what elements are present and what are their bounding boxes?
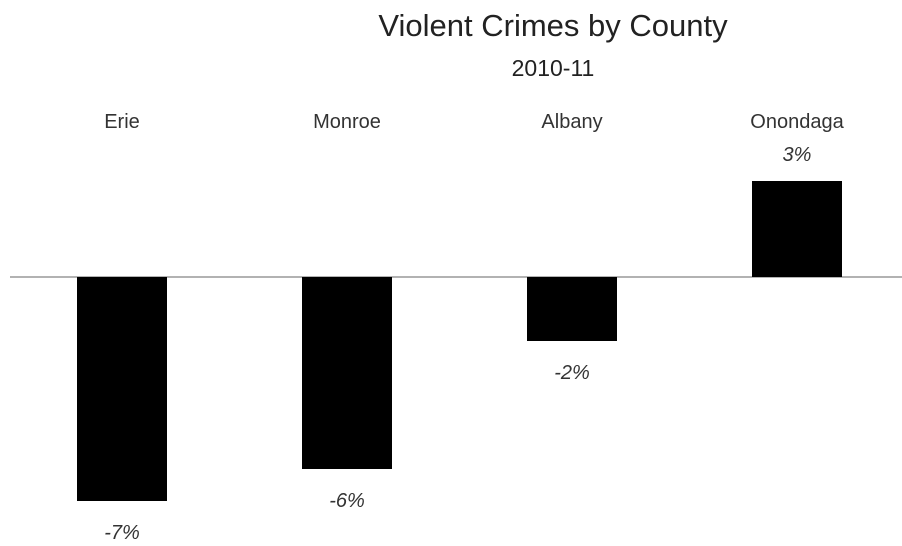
- data-label-erie: -7%: [104, 522, 140, 544]
- chart-title: Violent Crimes by County: [378, 8, 728, 43]
- bar-onondaga: [752, 181, 842, 277]
- category-label-onondaga: Onondaga: [750, 111, 844, 133]
- bar-albany: [527, 277, 617, 341]
- category-label-erie: Erie: [104, 111, 140, 133]
- bars-group: [77, 181, 842, 501]
- category-label-albany: Albany: [541, 111, 602, 133]
- labels-group: Erie -7% Monroe -6% Albany -2% Onondaga 3%: [104, 111, 844, 544]
- chart-subtitle: 2010-11: [512, 55, 595, 81]
- bar-monroe: [302, 277, 392, 469]
- category-label-monroe: Monroe: [313, 111, 381, 133]
- bar-erie: [77, 277, 167, 501]
- data-label-albany: -2%: [554, 362, 590, 384]
- data-label-monroe: -6%: [329, 490, 365, 512]
- data-label-onondaga: 3%: [783, 144, 812, 166]
